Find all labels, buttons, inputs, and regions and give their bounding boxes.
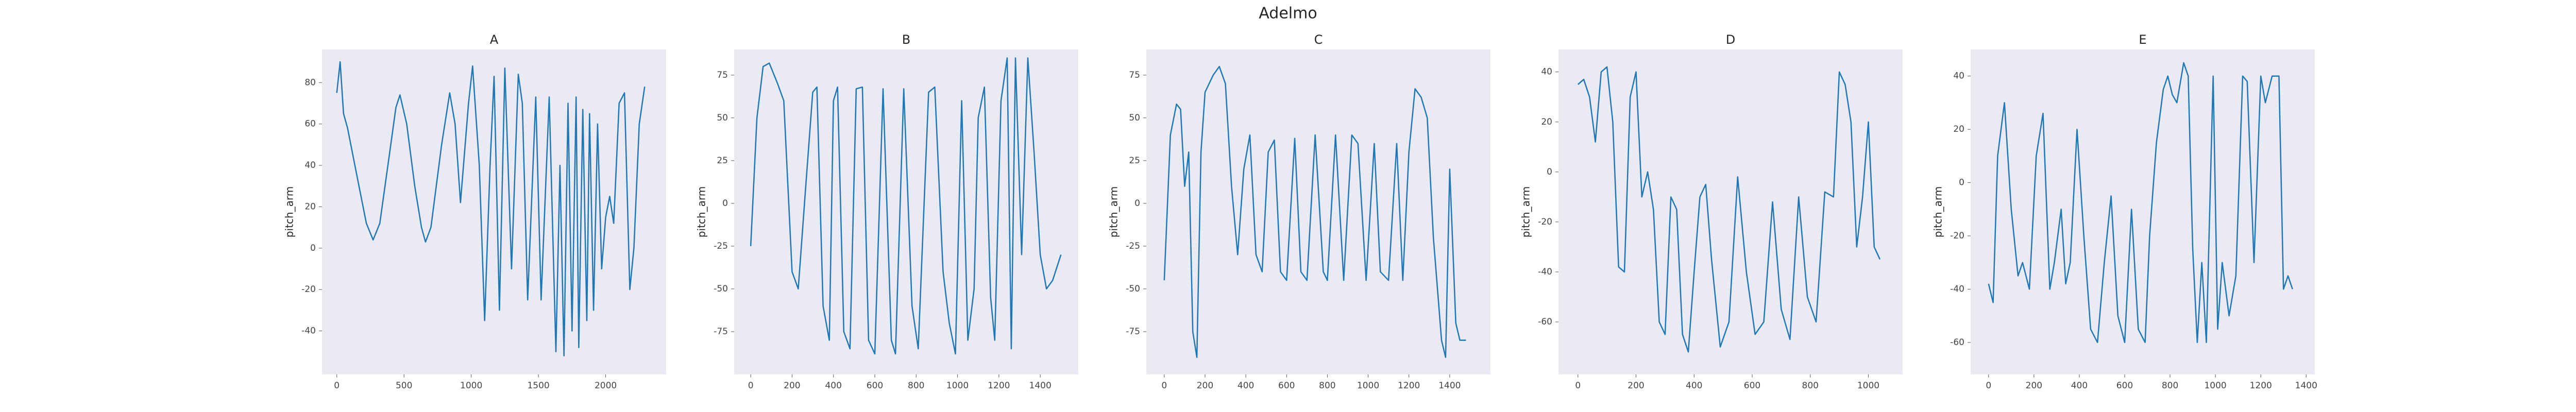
x-tick-label: 600: [2116, 381, 2133, 391]
y-tick-label: 60: [304, 119, 316, 129]
x-tick-label: 600: [1744, 381, 1760, 391]
y-tick-label: 75: [717, 70, 728, 80]
y-tick-label: -40: [1950, 284, 1964, 294]
x-tick-label: 200: [1197, 381, 1213, 391]
y-tick-label: 20: [304, 201, 316, 212]
y-tick-label: -20: [1538, 217, 1552, 227]
y-axis-label: pitch_arm: [1520, 186, 1532, 237]
x-tick-label: 1000: [2204, 381, 2226, 391]
x-tick-label: 400: [1238, 381, 1254, 391]
x-tick-label: 800: [908, 381, 924, 391]
y-tick-label: -50: [714, 284, 728, 294]
y-tick-label: 75: [1129, 70, 1140, 80]
y-tick-label: -20: [301, 284, 316, 295]
y-tick-label: 25: [717, 156, 728, 166]
y-tick-label: -25: [1126, 241, 1140, 251]
x-tick-label: 800: [1319, 381, 1335, 391]
plot-area: [1971, 49, 2315, 374]
y-tick-label: -20: [1950, 231, 1964, 241]
y-tick-label: -75: [714, 327, 728, 337]
y-tick-label: 40: [304, 160, 316, 170]
y-tick-label: 20: [1953, 124, 1964, 134]
x-tick-label: 1200: [2250, 381, 2272, 391]
x-tick-label: 0: [334, 381, 340, 391]
y-tick-label: -25: [714, 241, 728, 251]
x-tick-label: 1200: [988, 381, 1010, 391]
x-tick-label: 200: [1628, 381, 1644, 391]
x-tick-label: 400: [1686, 381, 1702, 391]
x-tick-label: 2000: [595, 381, 617, 391]
x-tick-label: 1000: [460, 381, 482, 391]
y-tick-label: -50: [1126, 284, 1140, 294]
x-tick-label: 400: [2071, 381, 2088, 391]
x-tick-label: 500: [396, 381, 412, 391]
x-tick-label: 800: [1802, 381, 1819, 391]
data-line: [1988, 62, 2293, 344]
x-tick-label: 1000: [1357, 381, 1379, 391]
y-tick-label: -40: [1538, 267, 1552, 277]
data-line: [750, 57, 1062, 355]
y-tick-label: 0: [1959, 178, 1964, 188]
y-axis-label: pitch_arm: [696, 186, 708, 237]
y-axis-label: pitch_arm: [283, 186, 296, 237]
y-tick-label: 25: [1129, 156, 1140, 166]
y-tick-label: -60: [1950, 337, 1964, 348]
x-tick-label: 1400: [1029, 381, 1052, 391]
data-line: [1163, 65, 1466, 358]
x-tick-label: 1000: [1857, 381, 1879, 391]
y-tick-label: 40: [1541, 67, 1552, 77]
x-tick-label: 1000: [946, 381, 969, 391]
data-line: [1577, 66, 1881, 353]
x-tick-label: 1500: [527, 381, 549, 391]
plot-area: [734, 49, 1078, 374]
x-tick-label: 0: [1575, 381, 1581, 391]
y-tick-label: -60: [1538, 317, 1552, 327]
data-line: [336, 61, 646, 357]
x-tick-label: 200: [2026, 381, 2042, 391]
subplot-title: C: [1314, 32, 1323, 47]
y-tick-label: 0: [1134, 198, 1140, 209]
subplot-title: B: [902, 32, 910, 47]
x-tick-label: 0: [1161, 381, 1167, 391]
x-tick-label: 600: [1278, 381, 1295, 391]
y-tick-label: 80: [304, 77, 316, 88]
subplot-title: D: [1726, 32, 1735, 47]
x-tick-label: 1400: [2295, 381, 2317, 391]
x-tick-label: 0: [1986, 381, 1991, 391]
y-tick-label: 0: [310, 243, 316, 253]
x-tick-label: 0: [748, 381, 754, 391]
subplot-title: E: [2139, 32, 2146, 47]
subplot-title: A: [490, 32, 499, 47]
y-tick-label: -40: [301, 326, 316, 336]
y-tick-label: 0: [722, 198, 728, 209]
x-tick-label: 1400: [1438, 381, 1461, 391]
y-axis-label: pitch_arm: [1932, 186, 1944, 237]
y-tick-label: 0: [1547, 167, 1552, 177]
x-tick-label: 600: [867, 381, 883, 391]
y-axis-label: pitch_arm: [1108, 186, 1120, 237]
y-tick-label: 50: [1129, 113, 1140, 123]
figure-title: Adelmo: [1259, 5, 1317, 23]
y-tick-label: 40: [1953, 71, 1964, 81]
y-tick-label: 20: [1541, 117, 1552, 127]
y-tick-label: -75: [1126, 327, 1140, 337]
x-tick-label: 400: [825, 381, 841, 391]
y-tick-label: 50: [717, 113, 728, 123]
x-tick-label: 1200: [1398, 381, 1420, 391]
x-tick-label: 800: [2162, 381, 2178, 391]
x-tick-label: 200: [784, 381, 800, 391]
